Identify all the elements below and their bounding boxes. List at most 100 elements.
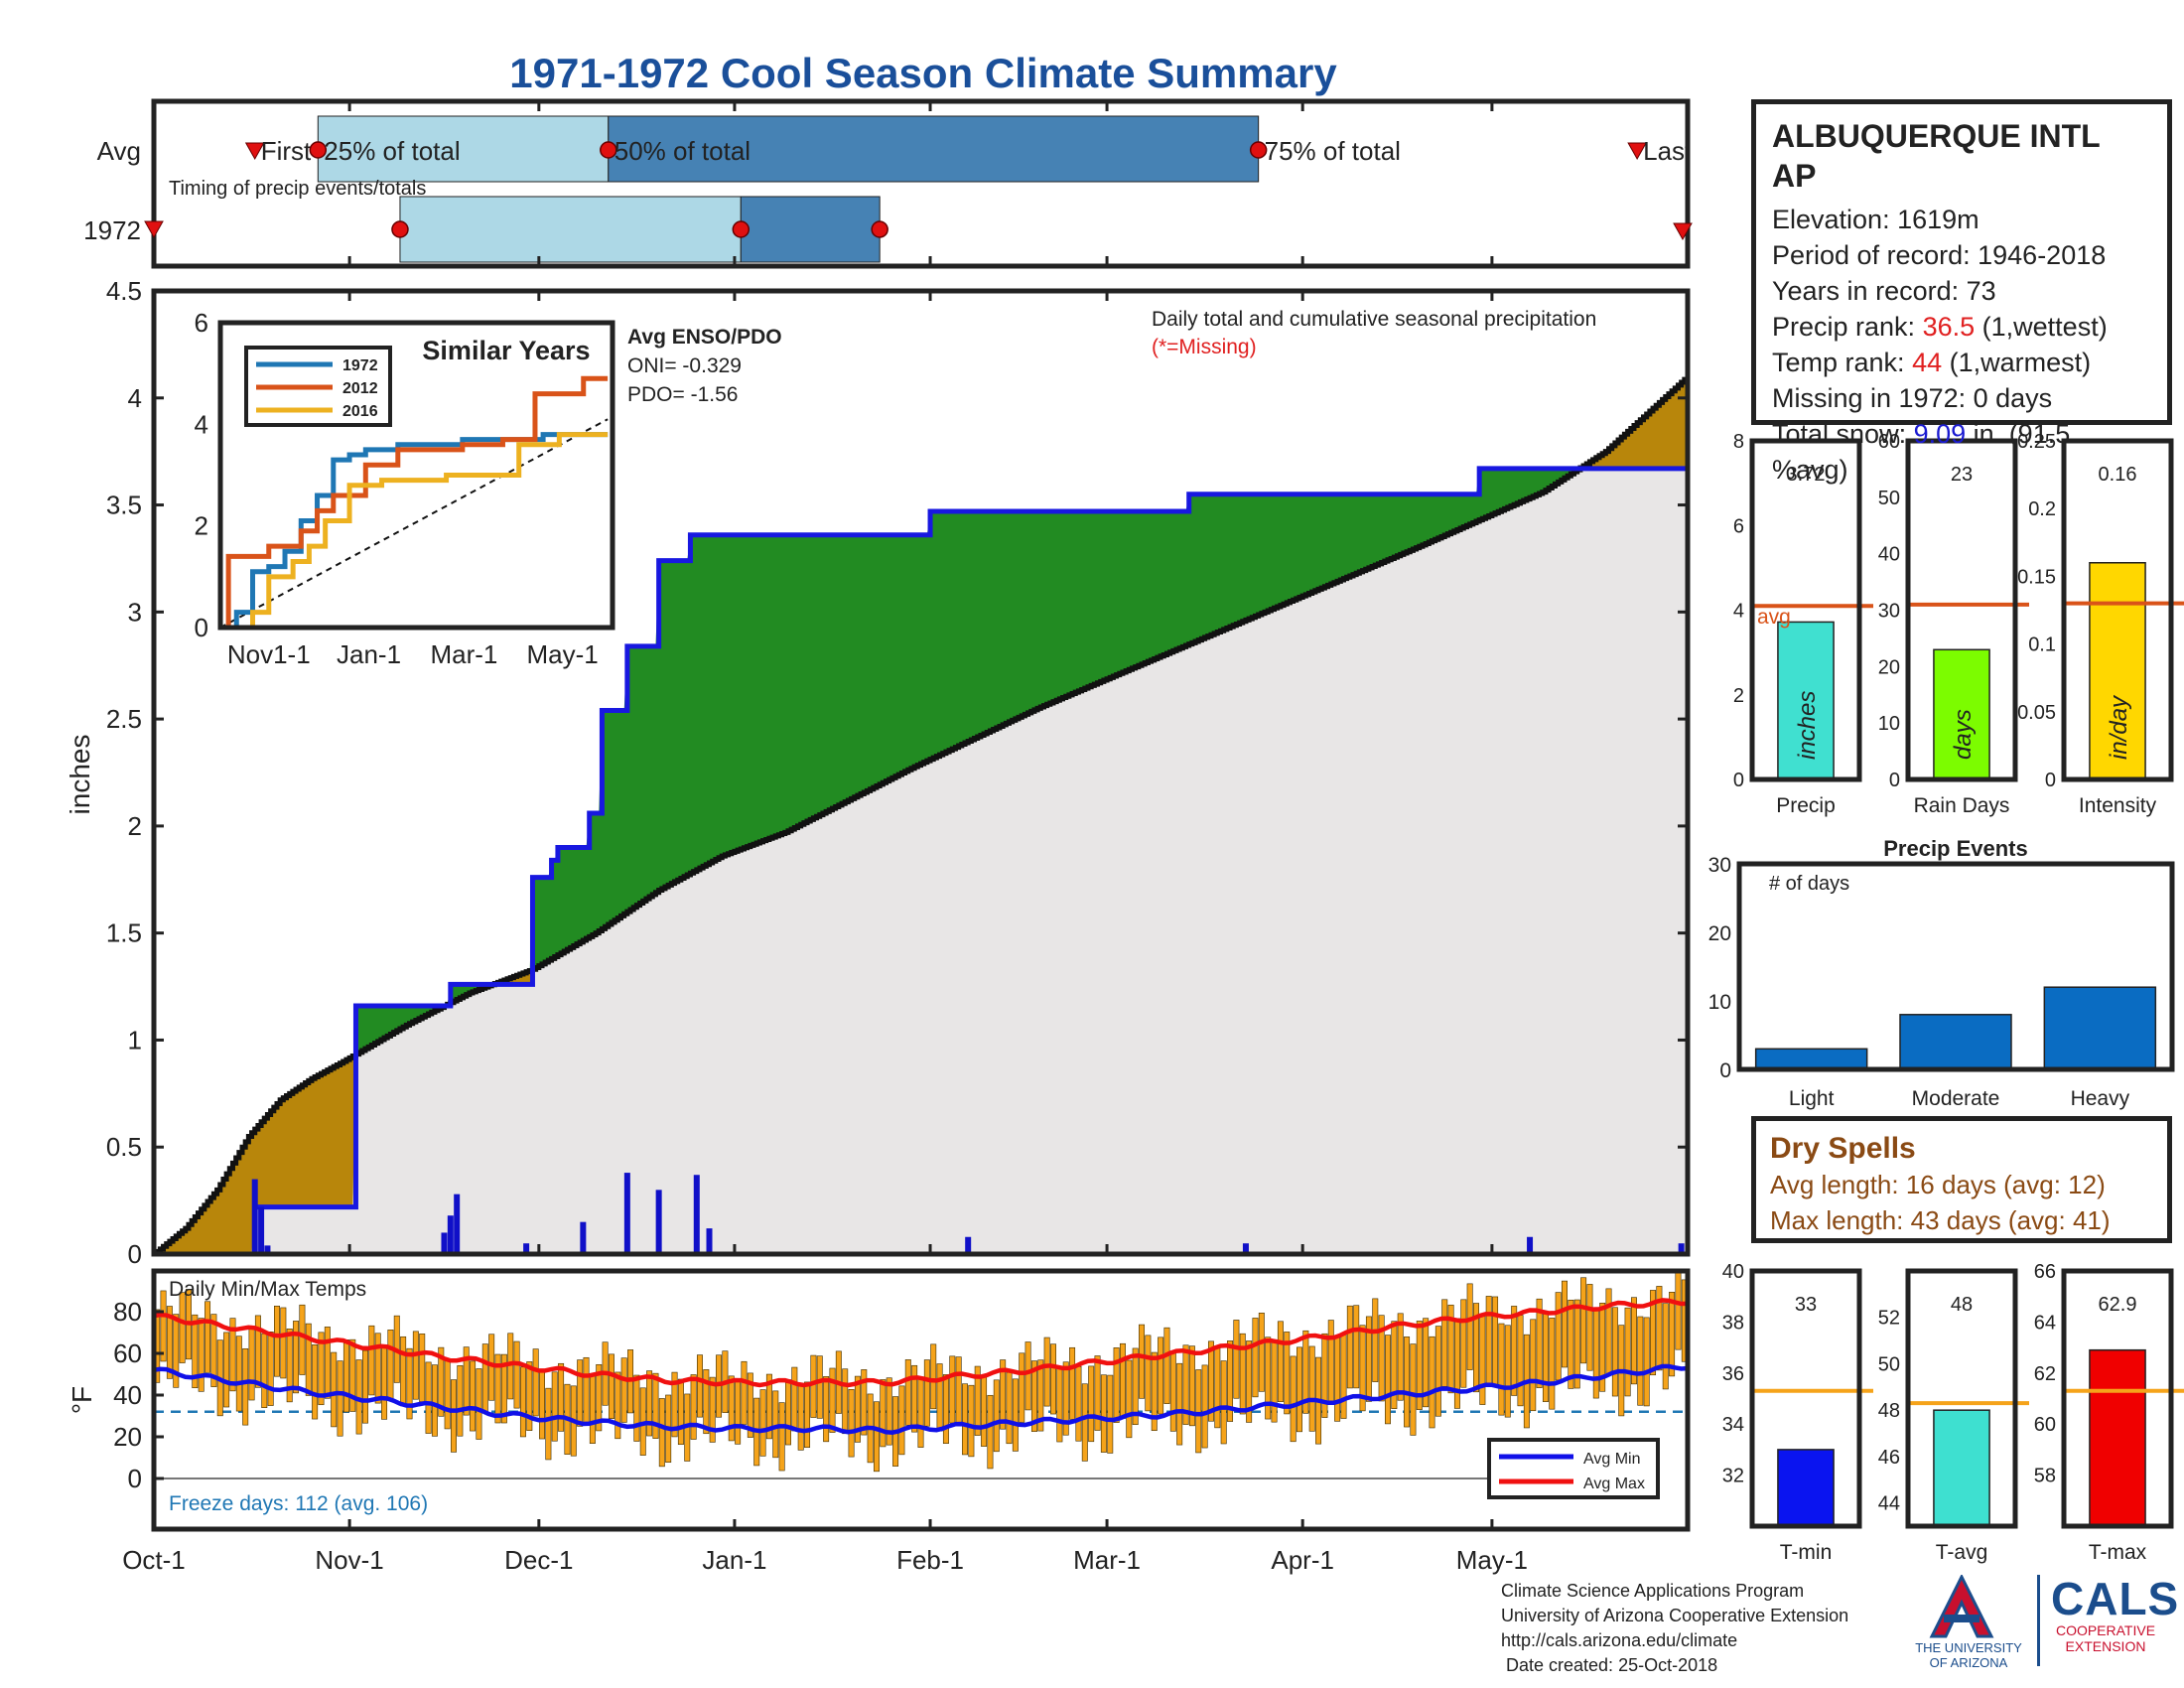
temp-summary-bar [1933, 1409, 1990, 1527]
daily-temp-bar [1094, 1355, 1101, 1431]
daily-temp-bar [192, 1314, 199, 1389]
temp-summary-ytick-label: 44 [1878, 1493, 1900, 1515]
daily-temp-bar [1075, 1365, 1082, 1442]
precip-summary-ytick-label: 0 [2045, 770, 2056, 791]
elevation-line: Elevation: 1619m [1772, 205, 1979, 234]
footer-url: http://cals.arizona.edu/climate [1501, 1630, 1738, 1650]
ytick-label: 1.5 [106, 918, 142, 948]
daily-temp-bar [791, 1366, 798, 1432]
daily-temp-bar [1050, 1343, 1056, 1415]
daily-temp-bar [374, 1333, 381, 1404]
avg-50-label: 50% of total [614, 136, 751, 166]
daily-temp-bar [1404, 1336, 1411, 1428]
daily-temp-bar [1441, 1299, 1448, 1387]
legend-label: 2012 [342, 380, 378, 397]
precip-events-ytick: 30 [1708, 854, 1731, 877]
daily-precip-bar [447, 1215, 454, 1254]
daily-temp-bar [419, 1334, 426, 1403]
cals-logo-text: CALS [2051, 1573, 2180, 1624]
temp-summary-ytick-label: 66 [2034, 1261, 2056, 1283]
temp-summary-ytick-label: 38 [1722, 1312, 1744, 1334]
daily-temp-bar [324, 1327, 331, 1399]
daily-temp-bar [652, 1372, 659, 1439]
daily-temp-bar [1599, 1303, 1606, 1392]
daily-temp-bar [444, 1358, 451, 1430]
precip-events-title: Precip Events [1883, 836, 2028, 861]
daily-temp-bar [904, 1359, 911, 1426]
precip-axes-frame [151, 288, 1691, 1257]
temp-summary-value-label: 33 [1795, 1294, 1817, 1316]
timing-year-label: 1972 [83, 215, 141, 245]
daily-temp-bar [1656, 1286, 1663, 1371]
daily-temp-bar [1169, 1351, 1176, 1432]
ytick-label: 3 [128, 597, 142, 627]
snow-line: Total snow: 9.09 in. (91.5 %avg) [1772, 419, 2071, 485]
daily-temp-bar [646, 1370, 653, 1437]
temp-summary-ytick-label: 32 [1722, 1466, 1744, 1487]
daily-temp-bar [1637, 1316, 1644, 1406]
month-label: Dec-1 [504, 1545, 573, 1575]
precip-summary-category-label: Rain Days [1914, 794, 2010, 817]
daily-temp-bar [620, 1357, 627, 1423]
daily-temp-bar [1592, 1308, 1599, 1399]
station-name: ALBUQUERQUE INTL AP [1772, 118, 2101, 194]
dry-spells-max: Max length: 43 days (avg: 41) [1770, 1205, 2111, 1235]
daily-temp-bar [942, 1374, 949, 1445]
avg-trend-dashed-line [219, 418, 609, 629]
daily-temp-bar [1119, 1342, 1126, 1419]
page-title: 1971-1972 Cool Season Climate Summary [509, 50, 1337, 96]
temp-summary-frame [1749, 1268, 1862, 1529]
temp-summary-value-label: 62.9 [2099, 1294, 2137, 1316]
daily-temp-bar [519, 1366, 526, 1438]
daily-temp-bar [331, 1351, 338, 1428]
dry-spells-title: Dry Spells [1770, 1132, 1916, 1165]
daily-temp-bar [261, 1333, 268, 1408]
daily-precip-bar [693, 1175, 700, 1254]
ytick-label: 3.5 [106, 491, 142, 520]
daily-temp-bar [917, 1378, 924, 1448]
daily-temp-bar [614, 1371, 621, 1440]
month-label: Jan-1 [702, 1545, 766, 1575]
daily-precip-bar [258, 1206, 265, 1254]
daily-temp-bar [173, 1314, 180, 1388]
daily-temp-bar [1252, 1318, 1259, 1398]
missing-line: Missing in 1972: 0 days [1772, 383, 2053, 413]
daily-temp-bar [1176, 1362, 1183, 1446]
daily-temp-bar [728, 1375, 735, 1442]
daily-temp-bar [551, 1371, 558, 1442]
daily-temp-bar [1580, 1277, 1587, 1364]
precip-summary-unit-label: days [1950, 709, 1977, 760]
daily-temp-bar [1258, 1313, 1265, 1392]
precip-summary-ytick-label: 0.15 [2017, 566, 2056, 588]
avg-50-marker [600, 141, 617, 159]
temp-subtitle: Daily Min/Max Temps [169, 1278, 366, 1301]
daily-temp-bar [1006, 1371, 1013, 1445]
precip-summary-bar [2089, 562, 2146, 780]
daily-temp-bar [210, 1314, 217, 1387]
temp-summary-value-label: 48 [1951, 1294, 1973, 1316]
temp-ytick-label: 40 [113, 1380, 142, 1410]
daily-temp-bar [968, 1384, 975, 1458]
daily-temp-bar [1517, 1315, 1524, 1407]
temp-summary-ytick-label: 50 [1878, 1353, 1900, 1375]
daily-temp-bar [248, 1326, 255, 1401]
daily-temp-bar [1555, 1292, 1562, 1381]
temp-summary-frame [1905, 1268, 2018, 1529]
temp-summary-frame [2061, 1268, 2174, 1529]
cals-logo: CALS COOPERATIVE EXTENSION [2051, 1575, 2179, 1654]
daily-temp-bar [1498, 1323, 1505, 1416]
daily-temp-bar [229, 1318, 236, 1392]
precip-below-both-area [154, 458, 1688, 1255]
ytick-label: 1 [128, 1025, 142, 1055]
avg-last-marker [1627, 142, 1647, 161]
daily-temp-bar [898, 1385, 905, 1456]
daily-temp-bar [1069, 1346, 1076, 1420]
precip-summary-ytick-label: 4 [1733, 601, 1744, 623]
avg-min-line [153, 1363, 1689, 1436]
daily-temp-bar [735, 1378, 742, 1445]
daily-temp-bar [1530, 1319, 1537, 1412]
enso-oni: ONI= -0.329 [627, 354, 742, 377]
temp-axes-frame [151, 1268, 1691, 1532]
legend-label: 1972 [342, 357, 378, 374]
precip-summary-ytick-label: 0.2 [2028, 498, 2056, 520]
